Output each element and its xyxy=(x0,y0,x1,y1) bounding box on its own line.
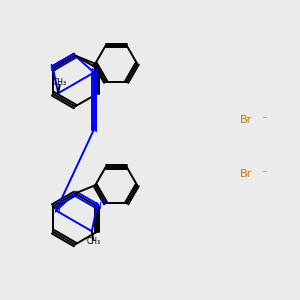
Text: ⁻: ⁻ xyxy=(261,169,267,179)
Text: N: N xyxy=(91,125,97,134)
Text: Br: Br xyxy=(240,169,252,179)
Text: CH₃: CH₃ xyxy=(86,237,100,246)
Text: N: N xyxy=(50,64,56,73)
Text: N: N xyxy=(91,95,97,104)
Text: N: N xyxy=(91,68,97,77)
Text: N: N xyxy=(53,206,59,215)
Text: Br: Br xyxy=(240,115,252,125)
Text: CH₃: CH₃ xyxy=(53,78,67,87)
Text: +: + xyxy=(56,60,61,66)
Text: ⁻: ⁻ xyxy=(261,115,267,125)
Text: N: N xyxy=(94,202,100,211)
Text: +: + xyxy=(100,198,105,204)
